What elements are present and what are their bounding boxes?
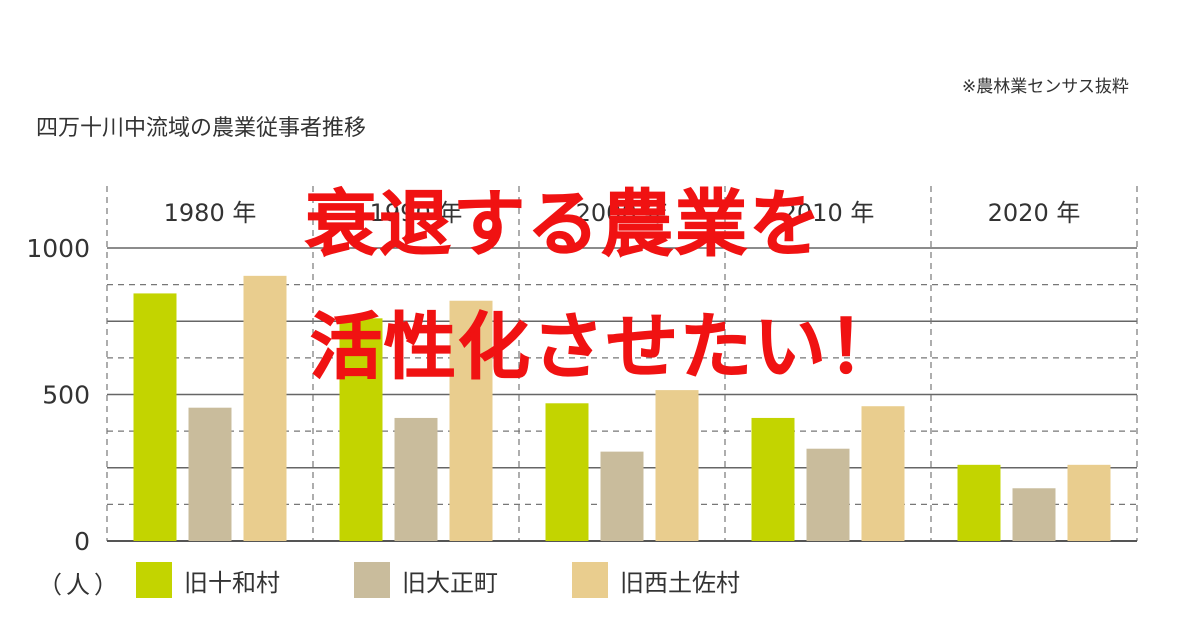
source-note: ※農林業センサス抜粋 bbox=[962, 77, 1129, 97]
bar-0-2 bbox=[545, 403, 589, 541]
bar-2-1 bbox=[449, 300, 493, 541]
legend-label-taisho: 旧大正町 bbox=[402, 568, 498, 597]
bar-2-3 bbox=[861, 406, 905, 541]
bar-1-1 bbox=[394, 417, 438, 541]
category-label: 1990 年 bbox=[370, 199, 463, 227]
bar-layer bbox=[133, 275, 1111, 541]
label-layer: 1980 年 1990 年 2000 年 2010 年 2020 年 0 500 1000 bbox=[26, 199, 1080, 556]
y-tick-label: 500 bbox=[42, 381, 90, 410]
legend-swatch-nishitosa bbox=[572, 562, 608, 598]
legend-label-nishitosa: 旧西土佐村 bbox=[620, 568, 740, 597]
overlay-headline-line1: 衰退する農業を bbox=[304, 182, 824, 267]
legend-swatch-towa bbox=[136, 562, 172, 598]
bar-0-4 bbox=[957, 464, 1001, 541]
y-tick-label: 0 bbox=[74, 527, 90, 556]
bar-1-3 bbox=[806, 448, 850, 541]
overlay-headline-line2: 活性化させたい！ bbox=[309, 305, 903, 390]
category-label: 2000 年 bbox=[576, 199, 669, 227]
chart-title: 四万十川中流域の農業従事者推移 bbox=[36, 116, 367, 141]
category-label: 2020 年 bbox=[988, 199, 1081, 227]
legend-label-towa: 旧十和村 bbox=[184, 568, 280, 597]
bar-2-2 bbox=[655, 390, 699, 541]
legend-item-nishitosa: 旧西土佐村 bbox=[572, 562, 740, 598]
category-label: 2010 年 bbox=[782, 199, 875, 227]
category-label: 1980 年 bbox=[164, 199, 257, 227]
legend-swatch-taisho bbox=[354, 562, 390, 598]
bar-1-2 bbox=[600, 451, 644, 541]
bar-2-0 bbox=[243, 275, 287, 541]
legend-item-towa: 旧十和村 bbox=[136, 562, 280, 598]
bar-2-4 bbox=[1067, 464, 1111, 541]
legend-item-taisho: 旧大正町 bbox=[354, 562, 498, 598]
bar-1-0 bbox=[188, 407, 232, 541]
bar-1-4 bbox=[1012, 488, 1056, 541]
bar-0-0 bbox=[133, 293, 177, 541]
y-axis-unit: （人） bbox=[38, 571, 122, 599]
bar-0-3 bbox=[751, 417, 795, 541]
y-tick-label: 1000 bbox=[26, 234, 90, 263]
bar-0-1 bbox=[339, 318, 383, 541]
